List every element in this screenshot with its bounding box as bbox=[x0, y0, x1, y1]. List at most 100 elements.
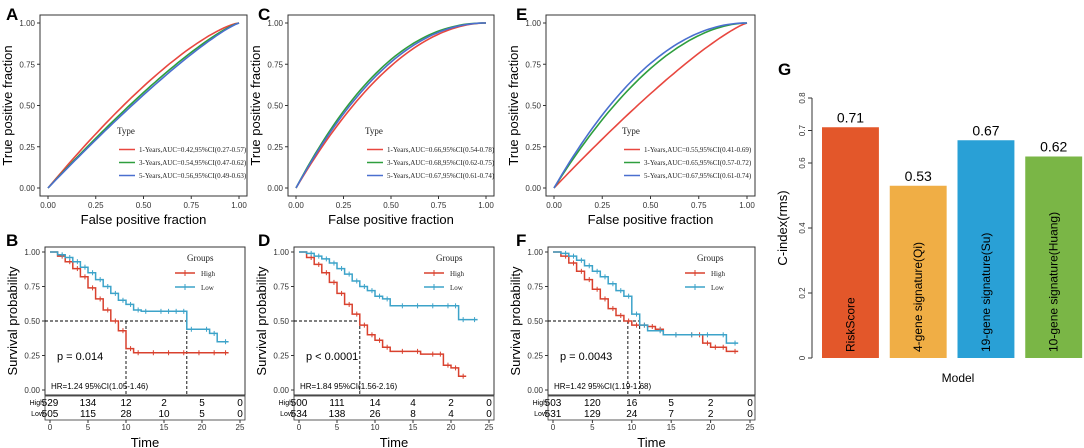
risk-count-low: 24 bbox=[626, 409, 638, 420]
legend-entry: 1-Years,AUC=0.42,95%CI(0.27-0.57) bbox=[139, 146, 247, 154]
legend-title: Groups bbox=[436, 253, 463, 263]
y-axis-label: Survival probability bbox=[254, 266, 269, 376]
risk-row-label-low: Low bbox=[280, 411, 294, 418]
y-tick-label: 0.75 bbox=[267, 60, 283, 69]
plot-frame bbox=[545, 14, 756, 197]
bar-category-label: 4-gene signature(Qi) bbox=[911, 242, 925, 352]
risk-count-low: 115 bbox=[80, 409, 96, 420]
legend-entry: High bbox=[201, 270, 216, 278]
x-tick-label: 0 bbox=[551, 423, 556, 432]
y-tick-label: 0.00 bbox=[527, 386, 543, 395]
x-tick-label: 15 bbox=[409, 423, 418, 432]
risk-count-low: 129 bbox=[584, 409, 601, 420]
y-tick-label: 0.25 bbox=[525, 143, 541, 152]
roc-curve-3 bbox=[47, 22, 240, 189]
x-axis-label: False positive fraction bbox=[588, 212, 714, 227]
y-tick-label: 0.75 bbox=[525, 60, 541, 69]
risk-count-high: 4 bbox=[410, 398, 416, 409]
roc-curve-2 bbox=[47, 22, 240, 189]
panel-label-g: G bbox=[778, 60, 791, 79]
legend-title: Type bbox=[365, 126, 383, 136]
x-tick-label: 10 bbox=[371, 423, 380, 432]
legend-entry: 5-Years,AUC=0.67,95%CI(0.61-0.74) bbox=[387, 172, 495, 180]
x-axis-label: False positive fraction bbox=[328, 212, 454, 227]
bar-value-label: 0.67 bbox=[972, 122, 999, 138]
risk-count-high: 5 bbox=[668, 398, 674, 409]
y-tick-label: 0.25 bbox=[24, 352, 40, 361]
risk-count-high: 500 bbox=[291, 398, 308, 409]
risk-count-low: 8 bbox=[410, 409, 416, 420]
risk-count-low: 26 bbox=[369, 409, 381, 420]
risk-row-label-high: High bbox=[30, 400, 45, 407]
y-tick-label: 1.00 bbox=[525, 19, 541, 28]
y-axis-label: C-index(rms) bbox=[775, 190, 790, 265]
y-tick-label: 0.2 bbox=[798, 287, 807, 299]
bar-category-label: 10-gene signature(Huang) bbox=[1047, 212, 1061, 352]
y-tick-label: 0.25 bbox=[273, 352, 289, 361]
x-tick-label: 20 bbox=[447, 423, 456, 432]
panel-label-e: E bbox=[516, 5, 527, 24]
y-tick-label: 0.50 bbox=[527, 317, 543, 326]
risk-table-frame bbox=[293, 395, 495, 421]
x-tick-label: 0.75 bbox=[183, 201, 199, 210]
legend-title: Type bbox=[117, 126, 135, 136]
panel-label-f: F bbox=[516, 231, 526, 250]
risk-row-label-low: Low bbox=[31, 411, 45, 418]
km-curve-low bbox=[50, 251, 229, 343]
x-axis-label: Time bbox=[637, 435, 665, 448]
x-tick-label: 20 bbox=[198, 423, 207, 432]
plot-frame bbox=[287, 14, 495, 197]
km-curve-high bbox=[553, 251, 739, 353]
x-tick-label: 20 bbox=[706, 423, 715, 432]
x-tick-label: 5 bbox=[86, 423, 91, 432]
y-tick-label: 0.25 bbox=[527, 352, 543, 361]
x-tick-label: 0.50 bbox=[136, 201, 152, 210]
roc-curve-1 bbox=[553, 22, 748, 189]
bar-value-label: 0.71 bbox=[837, 109, 864, 125]
km-curve-high bbox=[50, 251, 229, 354]
p-value: p < 0.0001 bbox=[306, 351, 358, 363]
y-tick-label: 0.50 bbox=[24, 317, 40, 326]
legend-entry: 1-Years,AUC=0.55,95%CI(0.41-0.69) bbox=[644, 146, 752, 154]
y-tick-label: 0.00 bbox=[267, 184, 283, 193]
x-axis-label: Time bbox=[131, 435, 159, 448]
km-panel-b: B 0.00 0.25 0.50 0.75 1.00 Survival probabilit… bbox=[5, 231, 246, 448]
bar-2 bbox=[889, 185, 947, 358]
y-tick-label: 1.00 bbox=[19, 19, 35, 28]
roc-panel-a: A 0.00 0.25 0.50 0.75 1.00 0.00 0.25 0.50 0.75 1.0… bbox=[0, 5, 248, 227]
legend-entry: Low bbox=[450, 284, 464, 292]
x-axis-label: Model bbox=[942, 371, 975, 385]
x-tick-label: 0.75 bbox=[691, 201, 707, 210]
y-tick-label: 0.50 bbox=[267, 102, 283, 111]
y-tick-label: 0.4 bbox=[798, 222, 807, 234]
roc-panel-e: E 0.00 0.25 0.50 0.75 1.00 0.00 0.25 0.50 0.75 1.0… bbox=[506, 5, 756, 227]
legend-entry: 3-Years,AUC=0.54,95%CI(0.47-0.62) bbox=[139, 159, 247, 167]
panel-label-d: D bbox=[258, 231, 270, 250]
risk-row-label-low: Low bbox=[534, 411, 548, 418]
risk-count-high: 0 bbox=[747, 398, 753, 409]
y-tick-label: 1.00 bbox=[273, 248, 289, 257]
km-curve-low bbox=[299, 251, 478, 321]
y-tick-label: 0.8 bbox=[798, 92, 807, 104]
legend-entry: High bbox=[450, 270, 465, 278]
y-tick-label: 0.25 bbox=[19, 143, 35, 152]
risk-count-high: 529 bbox=[42, 398, 59, 409]
panel-label-a: A bbox=[6, 5, 18, 24]
legend-entry: Low bbox=[711, 284, 725, 292]
x-tick-label: 0.75 bbox=[431, 201, 447, 210]
risk-count-high: 134 bbox=[80, 398, 97, 409]
x-tick-label: 0.25 bbox=[88, 201, 104, 210]
panel-label-c: C bbox=[258, 5, 270, 24]
y-tick-label: 0.25 bbox=[267, 143, 283, 152]
x-tick-label: 0.25 bbox=[594, 201, 610, 210]
risk-table-frame bbox=[547, 395, 756, 421]
y-tick-label: 0.75 bbox=[24, 283, 40, 292]
bar-value-label: 0.53 bbox=[905, 168, 932, 184]
km-curve-high bbox=[299, 251, 467, 377]
bar-4 bbox=[1025, 156, 1083, 358]
y-axis-label: True positive fraction bbox=[248, 45, 263, 165]
y-axis-label: Survival probability bbox=[508, 266, 523, 376]
risk-count-high: 0 bbox=[237, 398, 243, 409]
legend-entry: 5-Years,AUC=0.56,95%CI(0.49-0.63) bbox=[139, 172, 247, 180]
